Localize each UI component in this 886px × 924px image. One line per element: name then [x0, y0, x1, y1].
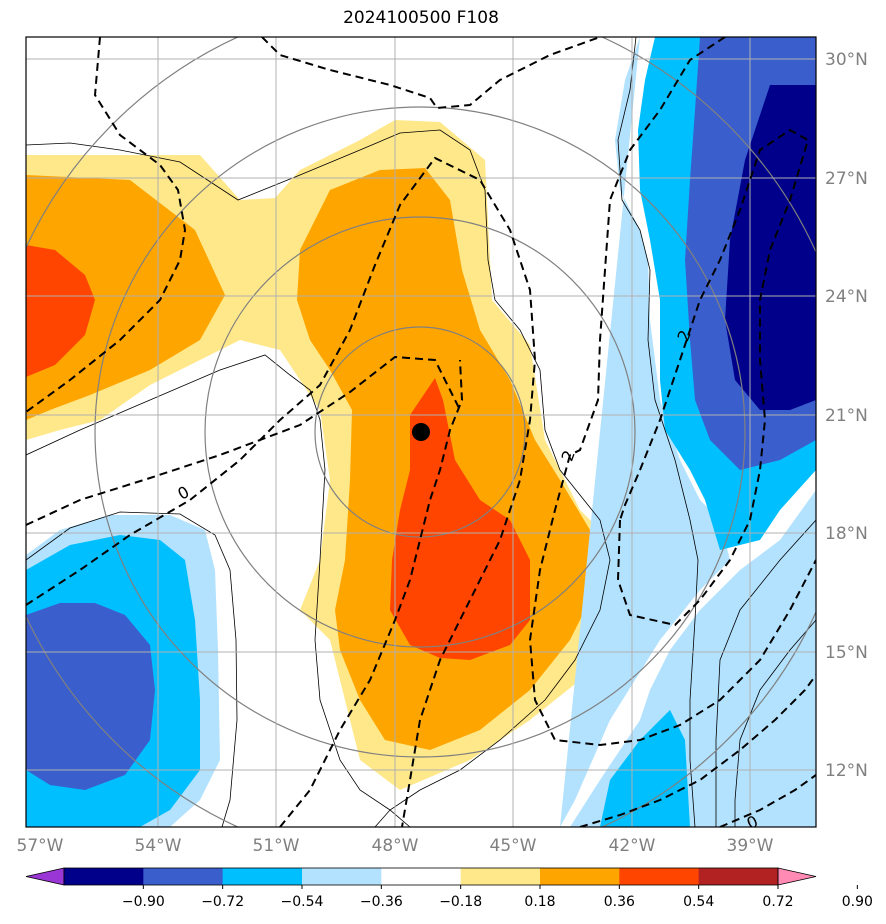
colorbar-tick-label: −0.90 [122, 894, 165, 910]
anomaly-fill-lightblue-east [560, 37, 816, 827]
dashed-contour-east-3 [616, 128, 810, 627]
lon-label-48: 48°W [372, 836, 419, 856]
lat-label-12: 12°N [825, 761, 868, 781]
colorbar-segment [302, 868, 382, 885]
colorbar-extend-low [25, 867, 65, 886]
lat-label-18: 18°N [825, 524, 868, 544]
dashed-contour-zero [26, 355, 461, 526]
lat-label-21: 21°N [825, 406, 868, 426]
lat-label-27: 27°N [825, 169, 868, 189]
colorbar-tick-label: −0.36 [360, 894, 403, 910]
lon-label-39: 39°W [727, 836, 774, 856]
lat-label-24: 24°N [825, 287, 868, 307]
map-area: 0 2 2 0 [26, 37, 816, 827]
lon-label-54: 54°W [135, 836, 182, 856]
anomaly-fill-orange-west [26, 175, 225, 420]
dashed-contour-main [26, 156, 537, 827]
dashed-contour-east [528, 454, 816, 747]
colorbar-segment [698, 868, 779, 885]
anomaly-fill-red-west [26, 245, 95, 377]
thin-contour-southwest [26, 511, 238, 827]
colorbar-segment [619, 868, 700, 885]
colorbar-tick-label: 0.36 [604, 894, 635, 910]
lon-label-45: 45°W [490, 836, 537, 856]
map-title: 2024100500 F108 [343, 8, 499, 28]
thin-contour-north [26, 129, 611, 827]
lat-labels: 30°N 27°N 24°N 21°N 18°N 15°N 12°N [825, 50, 868, 781]
colorbar-segment [540, 868, 620, 885]
lat-label-30: 30°N [825, 50, 868, 70]
lon-label-57: 57°W [17, 836, 64, 856]
colorbar: −0.90 −0.72 −0.54 −0.36 −0.18 0.18 0.36 0.54 0.7… [25, 867, 873, 910]
colorbar-frame [63, 867, 779, 886]
storm-center-marker [412, 423, 430, 441]
colorbar-segment [460, 868, 541, 885]
thin-contour-east-2 [715, 519, 816, 827]
colorbar-tick-label: −0.18 [439, 894, 482, 910]
dashed-contour-southeast-2 [719, 774, 816, 827]
colorbar-tick-label: −0.72 [201, 894, 244, 910]
colorbar-tick-label: 0.54 [683, 894, 714, 910]
colorbar-tick-label: 0.72 [762, 894, 793, 910]
dashed-contour-southeast [579, 674, 816, 827]
thin-contour-west [26, 354, 411, 827]
colorbar-extend-high [777, 867, 817, 886]
map-frame [25, 36, 817, 828]
lon-label-51: 51°W [253, 836, 300, 856]
anomaly-fill-red-center [390, 378, 530, 660]
anomaly-fill-cyan-southeast [600, 710, 690, 827]
colorbar-tick-label: 0.18 [524, 894, 555, 910]
colorbar-tick-label: −0.54 [281, 894, 324, 910]
colorbar-segment [222, 868, 303, 885]
range-rings [26, 37, 816, 827]
dashed-contours [26, 37, 816, 827]
lat-label-15: 15°N [825, 643, 868, 663]
anomaly-fill-blue-southwest [26, 603, 155, 790]
lon-labels: 57°W 54°W 51°W 48°W 45°W 42°W 39°W [17, 836, 774, 856]
colorbar-tick-label: 0.90 [842, 894, 873, 910]
colorbar-segment [381, 868, 462, 885]
lon-label-42: 42°W [609, 836, 656, 856]
thin-contour-east-1 [617, 37, 699, 827]
dashed-contour-top-2 [261, 37, 601, 110]
dashed-contour-east-2 [569, 37, 726, 456]
colorbar-segment [64, 868, 144, 885]
colorbar-segment [143, 868, 224, 885]
dashed-contour-top [26, 37, 187, 413]
dashed-contour-lower [279, 359, 464, 827]
